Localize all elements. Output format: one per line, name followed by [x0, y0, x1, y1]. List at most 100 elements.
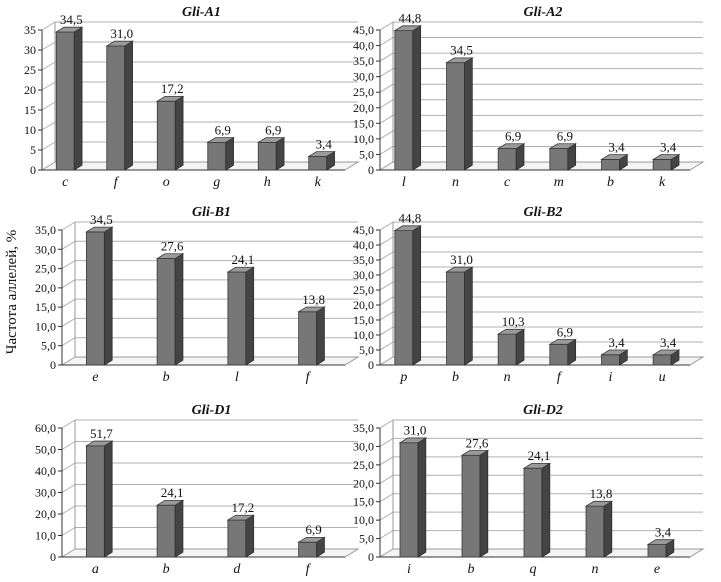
side-gridline [41, 161, 56, 171]
y-tick-label: 30,0 [35, 242, 56, 256]
data-label: 13,8 [590, 486, 613, 501]
side-gridline [61, 240, 76, 250]
bar-side [174, 499, 184, 558]
bar [297, 536, 326, 558]
bar-front [446, 62, 465, 171]
side-gridline [379, 326, 394, 336]
bar-top [584, 500, 614, 507]
bar [256, 136, 286, 171]
category-label: p [399, 370, 407, 385]
data-label: 3,4 [655, 524, 672, 539]
side-gridline [41, 141, 56, 151]
side-gridline [379, 548, 394, 558]
data-label: 6,9 [215, 122, 231, 137]
bar [548, 338, 578, 366]
bar-top [651, 154, 681, 160]
category-label: a [92, 562, 99, 577]
side-gridline [379, 221, 394, 231]
data-label: 31,0 [450, 252, 473, 267]
bar [600, 153, 629, 171]
data-label: 24,1 [528, 448, 551, 463]
bar-front [257, 141, 277, 171]
y-tick-label: 5,0 [359, 147, 374, 161]
data-label: 6,9 [306, 522, 322, 537]
category-label: l [235, 370, 239, 385]
bar-top [297, 536, 326, 543]
chart-title: Gli-B2 [524, 205, 563, 220]
y-tick-label: 35,0 [353, 54, 374, 68]
bar-side [124, 40, 133, 171]
side-gridline [61, 441, 76, 450]
bar-front [308, 155, 328, 171]
bar-side [103, 226, 113, 366]
bar [522, 462, 552, 558]
category-label: q [530, 562, 537, 577]
y-tick-label: 20,0 [35, 507, 56, 521]
bar-top [398, 437, 428, 444]
side-gridline [379, 236, 394, 246]
bar [584, 500, 614, 558]
bar-top [155, 499, 185, 506]
side-gridline [379, 438, 394, 447]
side-gridline [379, 37, 394, 46]
y-tick-label: 30,0 [353, 439, 374, 453]
bar-front [585, 505, 605, 558]
chart-title: Gli-A2 [524, 5, 563, 20]
data-label: 51,7 [90, 426, 113, 441]
bar [651, 153, 681, 171]
y-tick-label: 25,0 [353, 458, 374, 472]
bar [393, 225, 423, 366]
bar-front [298, 541, 318, 558]
category-label: u [659, 370, 666, 385]
data-label: 31,0 [404, 423, 427, 438]
y-tick-label: 25,0 [35, 262, 56, 276]
side-gridline [379, 83, 394, 93]
bar [155, 95, 185, 171]
bar-top [256, 137, 286, 143]
y-tick-label: 15,0 [353, 495, 374, 509]
y-tick-label: 40,0 [353, 39, 374, 53]
category-label: b [163, 370, 170, 385]
bar [460, 449, 490, 558]
side-gridline [379, 341, 394, 351]
bar-front [647, 544, 667, 558]
side-gridline [61, 221, 76, 231]
y-tick-label: 35,0 [35, 223, 56, 237]
y-tick-label: 30,0 [353, 268, 374, 282]
category-label: f [557, 370, 563, 385]
bar-front [497, 333, 517, 366]
y-tick-label: 15 [24, 103, 36, 117]
category-label: b [468, 562, 475, 577]
side-gridline [379, 130, 394, 140]
y-tick-label: 45,0 [353, 23, 374, 37]
data-label: 6,9 [557, 324, 573, 339]
bar-top [206, 137, 235, 143]
y-tick-label: 10 [24, 123, 36, 137]
y-tick-label: 10,0 [353, 513, 374, 527]
y-tick-label: 35 [24, 23, 36, 37]
bar-side [541, 462, 551, 558]
bar-front [497, 148, 517, 171]
chart-title: Gli-D2 [523, 403, 563, 418]
side-gridline [41, 81, 56, 91]
bar [226, 266, 256, 366]
category-label: c [62, 175, 69, 190]
chart-gli-a2: 0 5,010,0 15,020,0 25,030,0 35,040,0 45,0 Gli-… [353, 5, 705, 190]
chart-title: Gli-D1 [192, 403, 232, 418]
side-gridline [379, 296, 394, 306]
side-gridline [41, 61, 56, 71]
bar-front [106, 45, 126, 171]
side-gridline [61, 484, 76, 493]
data-label: 17,2 [232, 500, 255, 515]
y-tick-label: 30,0 [353, 70, 374, 84]
chart-gli-b2: 05,010,015,020,025,030,035,040,045,0 Gli-… [353, 205, 705, 385]
side-gridline [61, 298, 76, 308]
bar-front [85, 231, 105, 366]
category-label: i [609, 370, 613, 385]
category-label: g [213, 175, 220, 190]
side-gridline [41, 121, 56, 131]
data-label: 44,8 [398, 11, 421, 26]
bar-side [464, 266, 473, 366]
category-label: l [402, 175, 406, 190]
y-tick-label: 15,0 [35, 300, 56, 314]
